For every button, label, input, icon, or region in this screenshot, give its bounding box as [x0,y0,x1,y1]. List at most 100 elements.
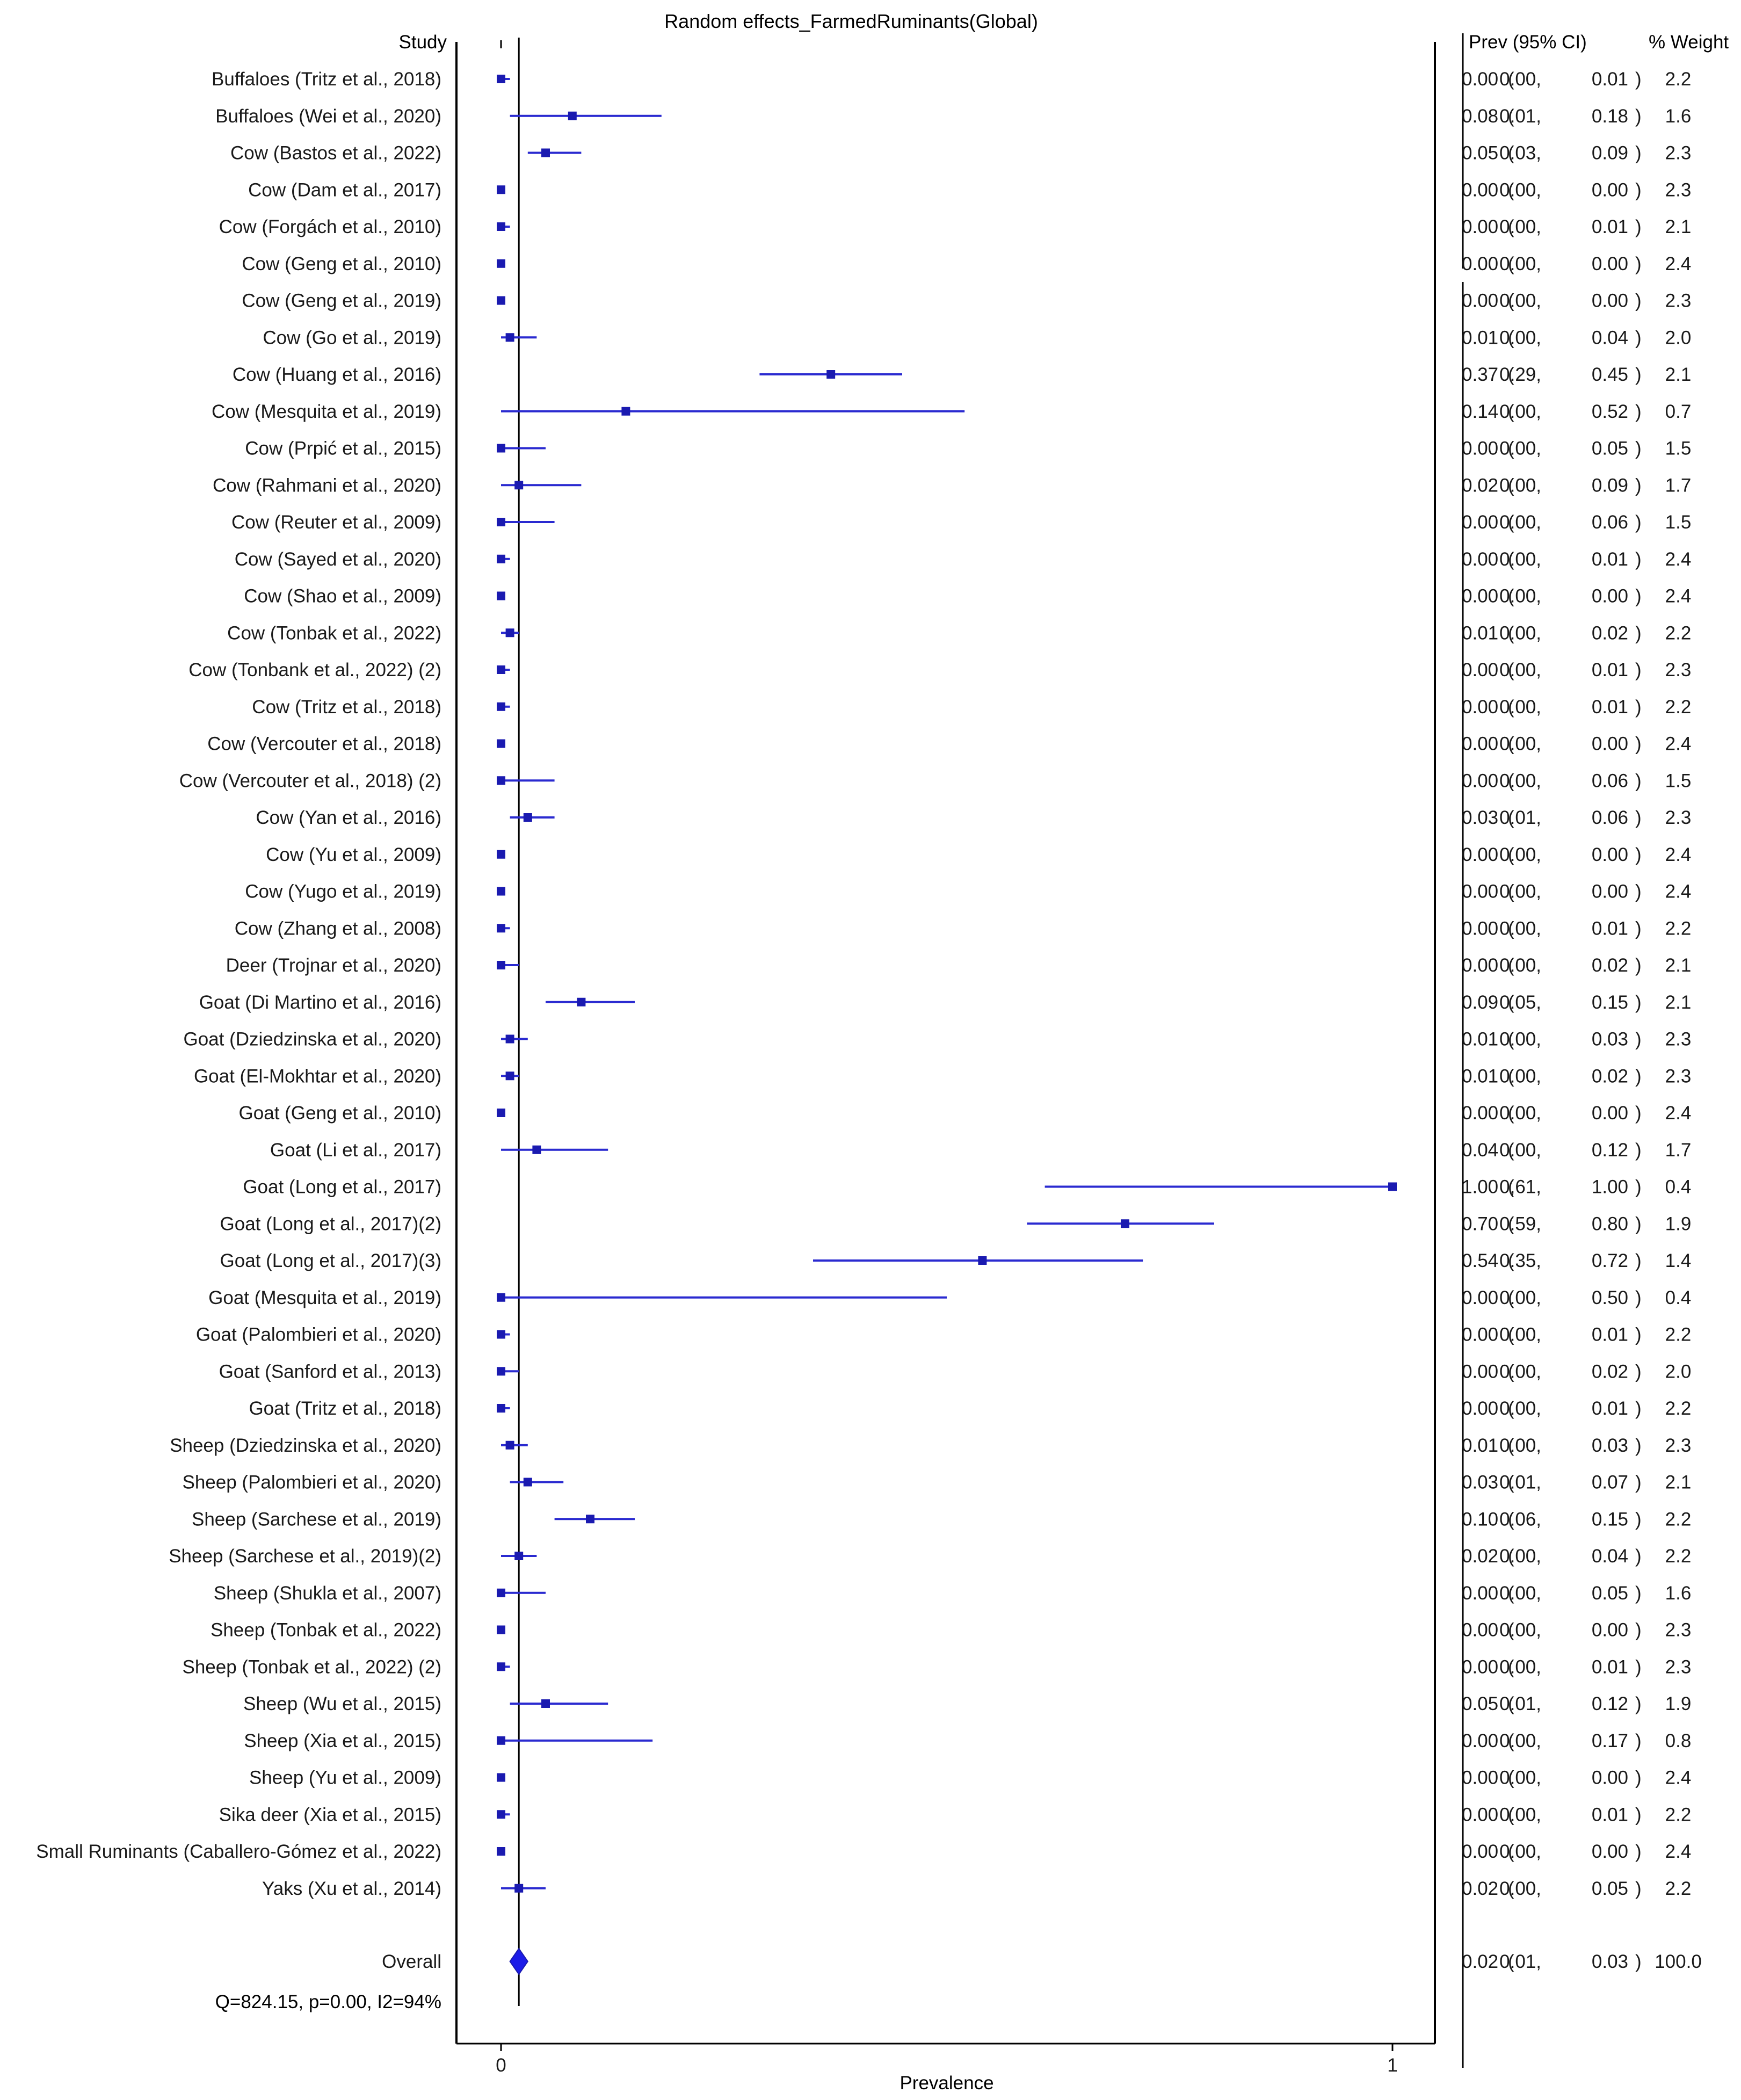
study-row-ci-close: ) [1635,586,1642,607]
study-row-label: Cow (Go et al., 2019) [263,327,441,348]
study-row-estimate: 0.00 [1462,697,1498,718]
study-row-weight: 2.3 [1665,291,1692,312]
study-row-estimate: 0.00 [1462,770,1498,791]
study-row-weight: 0.7 [1665,401,1692,422]
study-row-label: Sheep (Sarchese et al., 2019)(2) [169,1546,441,1567]
study-row-estimate: 0.00 [1462,1324,1498,1345]
x-tick-label: 1 [1387,2055,1397,2076]
study-row-weight: 0.4 [1665,1177,1692,1198]
study-row-ci-open: ( [1508,1841,1514,1862]
study-row-ci-close: ) [1635,955,1642,976]
study-row-ci-open: ( [1508,1620,1514,1641]
study-row-ci-lower: 0.00, [1499,327,1541,348]
study-row-estimate: 0.01 [1462,1435,1498,1456]
study-row-ci-lower: 0.00, [1499,918,1541,939]
study-point-marker [497,1367,505,1376]
study-row-ci-open: ( [1508,143,1514,164]
study-row-ci-lower: 0.00, [1499,1287,1541,1308]
study-row-ci-open: ( [1508,807,1514,828]
study-row-estimate: 0.00 [1462,1768,1498,1788]
study-row-label: Goat (Tritz et al., 2018) [249,1398,441,1419]
study-row-ci-open: ( [1508,438,1514,459]
study-row-ci-close: ) [1635,1841,1642,1862]
study-row-ci-lower: 0.29, [1499,364,1541,385]
study-row-ci-upper: 0.09 [1592,475,1628,496]
study-row-ci-close: ) [1635,1250,1642,1271]
study-row-label: Cow (Yu et al., 2009) [266,844,441,865]
study-point-marker [568,111,577,120]
study-row-label: Cow (Tonbak et al., 2022) [227,622,441,643]
study-point-marker [541,1699,550,1708]
study-row-label: Goat (Mesquita et al., 2019) [208,1287,441,1308]
study-row-ci-open: ( [1508,1398,1514,1419]
study-row-ci-upper: 0.06 [1592,770,1628,791]
study-row-ci-lower: 0.00, [1499,955,1541,976]
study-row-ci-close: ) [1635,475,1642,496]
study-row-ci-upper: 0.00 [1592,179,1628,200]
study-row-ci-upper: 0.05 [1592,1878,1628,1899]
study-point-marker [505,1034,514,1044]
study-row-weight: 2.2 [1665,918,1692,939]
study-row-ci-lower: 0.00, [1499,1029,1541,1050]
study-row-ci-open: ( [1508,697,1514,718]
study-row-ci-open: ( [1508,1361,1514,1382]
study-row-label: Goat (El-Mokhtar et al., 2020) [194,1066,441,1087]
study-point-marker [497,702,505,711]
study-row-estimate: 0.04 [1462,1140,1498,1161]
study-row-ci-close: ) [1635,143,1642,164]
study-row-ci-close: ) [1635,327,1642,348]
study-point-marker [541,148,550,157]
study-row-estimate: 0.70 [1462,1213,1498,1234]
study-point-marker [497,185,505,194]
study-row-ci-lower: 0.00, [1499,1620,1541,1641]
study-row-ci-close: ) [1635,1140,1642,1161]
study-row-label: Cow (Dam et al., 2017) [248,179,441,200]
study-row-ci-lower: 0.00, [1499,1103,1541,1124]
study-row-ci-upper: 0.72 [1592,1250,1628,1271]
study-row-label: Cow (Geng et al., 2010) [242,254,441,274]
study-row-ci-close: ) [1635,918,1642,939]
study-row-ci-lower: 0.01, [1499,1693,1541,1714]
study-row-estimate: 0.01 [1462,1029,1498,1050]
study-row-label: Yaks (Xu et al., 2014) [262,1878,441,1899]
study-row-estimate: 0.14 [1462,401,1498,422]
study-row-ci-upper: 0.06 [1592,512,1628,533]
heterogeneity-stats: Q=824.15, p=0.00, I2=94% [215,1992,441,2012]
study-point-marker [1121,1219,1129,1228]
study-row-ci-lower: 0.06, [1499,1509,1541,1530]
study-row-estimate: 0.00 [1462,918,1498,939]
study-row-ci-close: ) [1635,364,1642,385]
study-row-ci-upper: 0.09 [1592,143,1628,164]
x-tick-label: 0 [496,2055,506,2076]
study-row-ci-open: ( [1508,660,1514,680]
study-row-weight: 2.2 [1665,1546,1692,1567]
study-row-weight: 2.1 [1665,1472,1692,1493]
study-row-weight: 1.6 [1665,106,1692,127]
study-row-ci-lower: 0.00, [1499,291,1541,312]
study-row-ci-close: ) [1635,1361,1642,1382]
study-row-estimate: 1.00 [1462,1177,1498,1198]
study-row-weight: 2.3 [1665,1066,1692,1087]
study-row-label: Sheep (Tonbak et al., 2022) [211,1620,441,1641]
study-point-marker [497,1330,505,1339]
study-row-ci-lower: 0.01, [1499,106,1541,127]
study-row-ci-close: ) [1635,512,1642,533]
study-row-ci-upper: 0.02 [1592,1361,1628,1382]
study-row-estimate: 0.00 [1462,1398,1498,1419]
study-row-ci-open: ( [1508,622,1514,643]
study-row-ci-upper: 0.02 [1592,622,1628,643]
study-row-weight: 1.5 [1665,770,1692,791]
study-row-estimate: 0.00 [1462,1804,1498,1825]
study-row-label: Cow (Tonbank et al., 2022) (2) [188,660,441,680]
study-row-ci-lower: 0.01, [1499,807,1541,828]
study-row-ci-upper: 0.01 [1592,1656,1628,1677]
study-row-ci-lower: 0.00, [1499,697,1541,718]
study-row-ci-open: ( [1508,327,1514,348]
study-row-weight: 2.4 [1665,1768,1692,1788]
study-row-label: Goat (Di Martino et al., 2016) [199,992,441,1013]
study-row-weight: 2.4 [1665,881,1692,902]
study-point-marker [497,222,505,231]
study-row-label: Goat (Long et al., 2017)(3) [220,1250,441,1271]
study-row-ci-upper: 0.00 [1592,1768,1628,1788]
study-row-label: Sheep (Tonbak et al., 2022) (2) [182,1656,441,1677]
